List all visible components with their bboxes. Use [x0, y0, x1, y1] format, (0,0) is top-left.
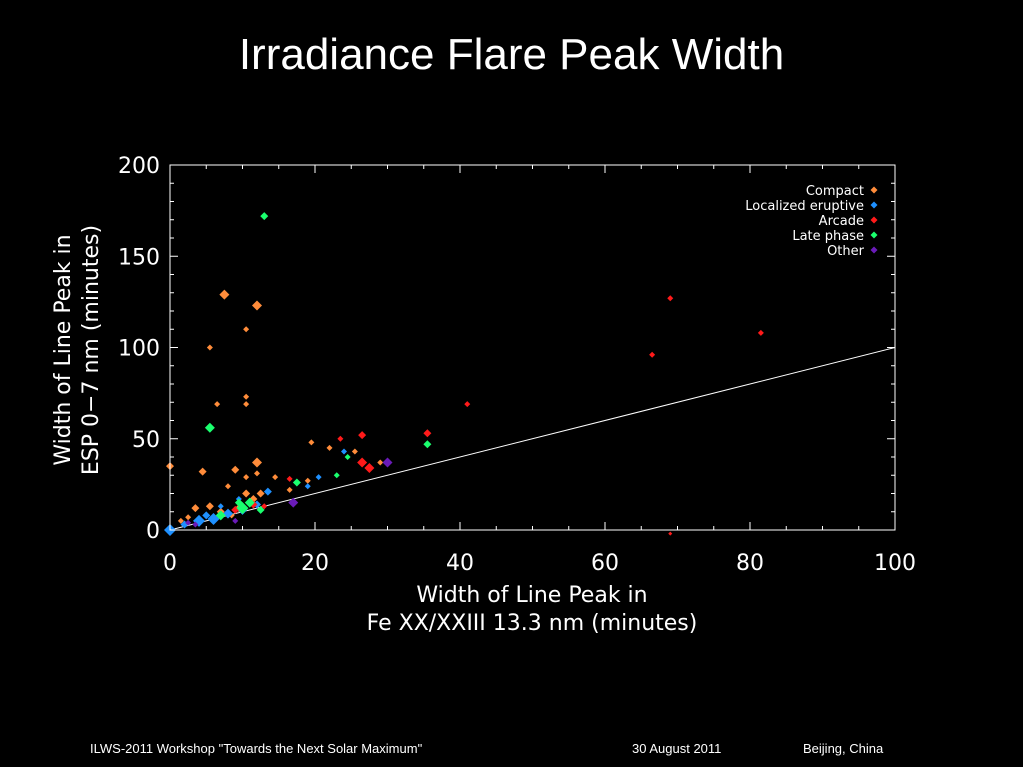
point-localized-eruptive	[304, 483, 311, 490]
point-compact	[243, 474, 250, 481]
point-late-phase	[344, 454, 351, 460]
reference-line	[169, 347, 896, 531]
point-compact	[198, 467, 207, 476]
point-compact	[308, 439, 315, 446]
point-compact	[231, 465, 240, 474]
point-other	[192, 521, 199, 528]
legend-marker-other	[870, 246, 878, 254]
y-tick-label: 0	[146, 519, 160, 544]
point-other	[382, 457, 393, 468]
point-arcade	[668, 531, 673, 536]
reference-line-layer	[169, 347, 896, 531]
x-tick-label: 80	[736, 551, 764, 576]
data-points-layer	[164, 212, 764, 536]
footer-date: 30 August 2011	[632, 741, 722, 756]
point-compact	[304, 477, 311, 484]
point-other	[288, 497, 299, 508]
y-tick-label: 100	[118, 337, 160, 362]
point-localized-eruptive	[202, 511, 211, 520]
legend-label-compact: Compact	[806, 184, 864, 199]
point-compact	[177, 517, 184, 524]
point-late-phase	[234, 498, 243, 507]
footer-place: Beijing, China	[803, 741, 884, 756]
point-arcade	[358, 431, 367, 440]
point-late-phase	[256, 505, 265, 514]
point-arcade	[464, 401, 471, 408]
point-late-phase	[292, 478, 301, 487]
plot-frame	[169, 164, 896, 531]
point-late-phase	[260, 212, 269, 221]
legend-marker-localized-eruptive	[870, 201, 878, 209]
axes-layer: 0 20 40 60 80 100 0 50 100 150 200 Width of Line Pe…	[51, 154, 916, 636]
point-localized-eruptive	[217, 503, 224, 510]
point-compact	[243, 401, 250, 408]
legend-label-localized-eruptive: Localized eruptive	[745, 199, 864, 214]
x-tick-label: 100	[874, 551, 916, 576]
x-tick-label: 60	[591, 551, 619, 576]
legend-label-late-phase: Late phase	[792, 229, 864, 244]
x-tick-label: 20	[301, 551, 329, 576]
y-tick-label: 50	[132, 428, 160, 453]
slide-title: Irradiance Flare Peak Width	[238, 30, 785, 79]
point-arcade	[649, 351, 656, 358]
point-compact	[272, 474, 279, 481]
legend-marker-arcade	[870, 216, 878, 224]
footer-event: ILWS-2011 Workshop "Towards the Next Sol…	[90, 741, 423, 756]
point-localized-eruptive	[315, 474, 322, 481]
x-tick-label: 40	[446, 551, 474, 576]
point-compact	[326, 444, 333, 451]
y-tick-label: 150	[118, 245, 160, 270]
point-arcade	[364, 462, 375, 473]
point-late-phase	[244, 497, 255, 508]
point-arcade	[261, 503, 268, 510]
point-other	[185, 519, 192, 526]
point-compact	[243, 326, 250, 333]
point-late-phase	[333, 472, 340, 479]
point-compact	[185, 514, 192, 521]
point-compact	[206, 344, 213, 351]
point-localized-eruptive	[223, 508, 233, 519]
legend-label-arcade: Arcade	[819, 214, 864, 229]
point-compact	[286, 486, 293, 493]
point-compact	[377, 459, 384, 466]
point-late-phase	[215, 510, 226, 521]
legend-marker-late-phase	[870, 231, 878, 239]
point-late-phase	[423, 440, 432, 449]
y-axis-label: ESP 0−7 nm (minutes)	[79, 225, 104, 475]
point-compact	[219, 289, 230, 300]
x-axis-label: Width of Line Peak in	[416, 583, 647, 608]
point-late-phase	[204, 422, 215, 433]
point-compact	[214, 401, 221, 408]
point-compact	[252, 457, 262, 468]
point-compact	[242, 489, 251, 498]
y-axis-label: Width of Line Peak in	[51, 234, 76, 465]
point-compact	[256, 489, 265, 498]
point-compact	[225, 483, 231, 490]
point-compact	[254, 470, 260, 477]
point-arcade	[286, 475, 293, 482]
point-compact	[243, 393, 250, 400]
point-compact	[252, 300, 262, 311]
point-localized-eruptive	[263, 487, 272, 496]
x-tick-label: 0	[163, 551, 177, 576]
y-tick-label: 200	[118, 154, 160, 179]
point-other	[232, 517, 239, 524]
x-axis-label: Fe XX/XXIII 13.3 nm (minutes)	[367, 611, 698, 636]
point-compact	[351, 448, 358, 455]
legend-marker-compact	[870, 186, 878, 194]
point-arcade	[667, 295, 674, 302]
point-arcade	[357, 457, 368, 468]
point-localized-eruptive	[341, 448, 347, 455]
point-compact	[191, 504, 200, 513]
legend-label-other: Other	[827, 244, 865, 259]
point-arcade	[337, 435, 344, 442]
point-arcade	[757, 329, 764, 336]
point-arcade	[423, 429, 432, 438]
point-compact	[205, 502, 214, 511]
